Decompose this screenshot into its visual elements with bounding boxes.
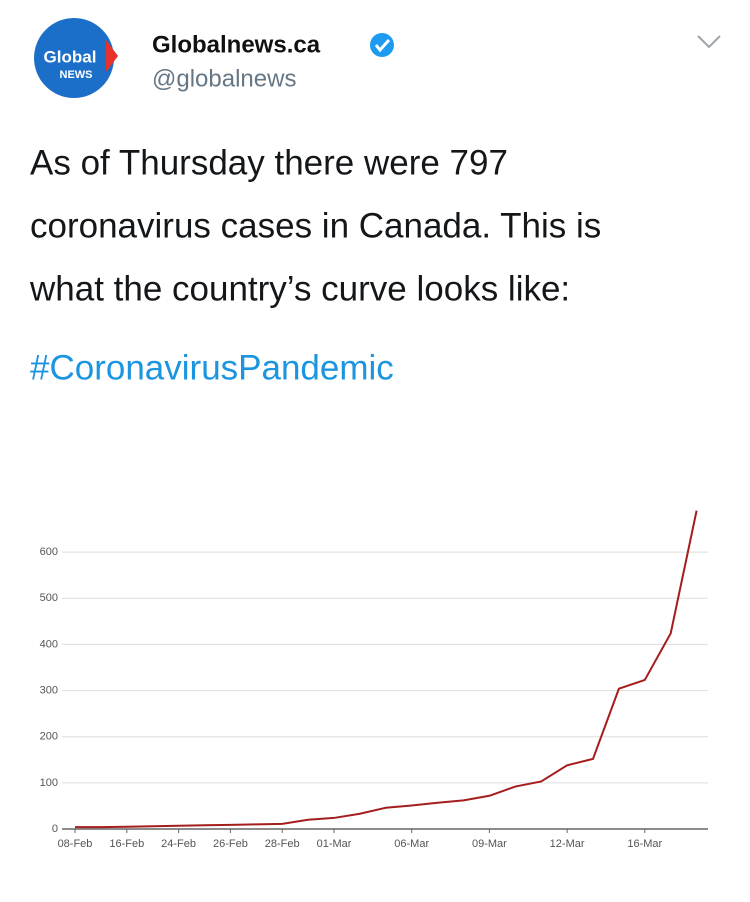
x-tick-label: 01-Mar [317,838,352,850]
logo-bottom: NEWS [60,69,93,81]
y-tick-label: 0 [52,823,58,835]
logo[interactable] [34,18,114,98]
verified-check [374,38,391,53]
verified-badge [370,33,394,57]
hashtag[interactable]: #CoronavirusPandemic [30,348,394,387]
logo-top: Global [44,47,97,66]
tweet-text: As of Thursday there were 797 [30,143,508,182]
y-tick-label: 500 [40,592,58,604]
x-tick-label: 06-Mar [394,838,429,850]
x-tick-label: 24-Feb [161,838,196,850]
logo-arrow [106,40,118,72]
x-tick-label: 16-Feb [109,838,144,850]
y-tick-label: 300 [40,684,58,696]
x-tick-label: 09-Mar [472,838,507,850]
handle[interactable]: @globalnews [152,65,296,92]
x-tick-label: 28-Feb [265,838,300,850]
x-tick-label: 16-Mar [627,838,662,850]
display-name[interactable]: Globalnews.ca [152,31,321,58]
x-tick-label: 12-Mar [550,838,585,850]
tweet-text: coronavirus cases in Canada. This is [30,206,601,245]
x-tick-label: 08-Feb [58,838,93,850]
y-tick-label: 200 [40,731,58,743]
tweet-text: what the country’s curve looks like: [29,269,570,308]
data-line [75,510,698,829]
y-tick-label: 600 [40,546,58,558]
menu-chevron[interactable] [697,35,721,49]
y-tick-label: 100 [40,777,58,789]
x-tick-label: 26-Feb [213,838,248,850]
y-tick-label: 400 [40,638,58,650]
